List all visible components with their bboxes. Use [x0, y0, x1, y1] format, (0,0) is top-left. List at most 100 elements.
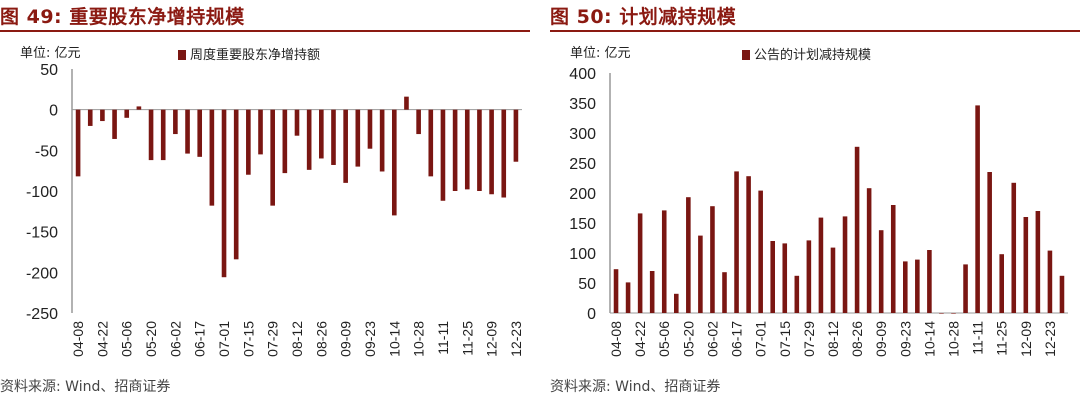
- x-tick-label: 10-14: [386, 321, 402, 357]
- bar: [124, 109, 130, 118]
- bar: [951, 313, 956, 314]
- bar: [661, 210, 667, 313]
- x-tick-label: 05-06: [119, 321, 135, 357]
- bar: [258, 109, 263, 155]
- x-tick-label: 08-12: [825, 321, 841, 357]
- bar: [999, 254, 1005, 313]
- bar: [673, 293, 679, 313]
- bar: [160, 109, 166, 161]
- bar: [197, 109, 203, 157]
- bar: [246, 109, 251, 175]
- legend-swatch-icon: [178, 50, 186, 60]
- chart-legend: 公告的计划减持规模: [742, 44, 871, 63]
- x-tick-label: 08-26: [849, 321, 865, 357]
- bar: [770, 241, 776, 313]
- x-tick-label: 07-01: [753, 321, 769, 357]
- chart-panel-net-holding: 图 49: 重要股东净增持规模 单位: 亿元 周度重要股东净增持额 50 0 -50…: [0, 0, 530, 400]
- y-tick-label: 250: [569, 156, 596, 173]
- y-tick-label: -250: [26, 306, 58, 323]
- bar: [331, 109, 336, 165]
- x-tick-label: 10-28: [946, 321, 962, 357]
- x-tick-label: 08-26: [313, 321, 329, 357]
- bar: [649, 271, 655, 313]
- x-tick-label: 06-02: [704, 321, 720, 357]
- chart-title: 图 49: 重要股东净增持规模: [0, 6, 245, 28]
- bar: [87, 109, 93, 126]
- bar: [367, 109, 373, 149]
- bar: [794, 275, 800, 313]
- x-tick-label: 08-12: [289, 321, 305, 357]
- bar: [806, 240, 812, 313]
- source-note: 资料来源: Wind、招商证券: [0, 379, 171, 395]
- y-tick-label: 0: [49, 103, 58, 120]
- bar: [746, 176, 751, 313]
- legend-swatch-icon: [742, 50, 750, 60]
- y-tick-label: -50: [35, 143, 58, 160]
- chart-title: 图 50: 计划减持规模: [550, 6, 737, 28]
- x-tick-label: 05-20: [143, 321, 159, 357]
- bar: [319, 109, 324, 159]
- bar: [963, 264, 968, 313]
- bar: [939, 313, 944, 314]
- bar: [854, 146, 860, 313]
- x-tick-label: 10-28: [411, 321, 427, 357]
- bar: [343, 109, 348, 183]
- bar: [404, 96, 409, 110]
- x-tick-label: 09-09: [873, 321, 889, 357]
- bar: [513, 109, 519, 162]
- x-tick-label: 11-11: [970, 321, 986, 355]
- bar: [878, 230, 884, 313]
- y-tick-label: 100: [569, 246, 596, 263]
- bar: [452, 109, 458, 191]
- bar: [625, 282, 631, 313]
- bar: [282, 109, 288, 174]
- x-tick-label: 12-23: [1042, 321, 1058, 357]
- bar: [477, 109, 482, 191]
- title-divider: [0, 30, 530, 32]
- bar-chart-planned-reduction: 400 350 300 250 200 150 100 50 0 04-08 04-22 05-06 0…: [569, 66, 1068, 357]
- x-tick-label: 11-11: [435, 321, 451, 355]
- bar: [136, 106, 142, 110]
- bar: [686, 197, 691, 313]
- bar: [1011, 182, 1017, 313]
- legend-label: 公告的计划减持规模: [754, 48, 872, 63]
- y-tick-label: -100: [26, 184, 58, 201]
- source-note: 资料来源: Wind、招商证券: [550, 379, 721, 395]
- bar: [440, 109, 446, 201]
- x-tick-label: 06-17: [729, 321, 745, 357]
- bar-chart-net-holding: 50 0 -50 -100 -150 -200 -250 04-08 04-22 05-06 05-…: [26, 62, 524, 357]
- y-tick-label: 50: [40, 62, 58, 79]
- bar: [100, 109, 105, 122]
- bar: [902, 261, 908, 313]
- x-tick-label: 07-29: [801, 321, 817, 357]
- chart-panel-planned-reduction: 图 50: 计划减持规模 单位: 亿元 公告的计划减持规模 400 350 300 2…: [550, 0, 1080, 400]
- y-tick-label: 400: [569, 66, 596, 83]
- x-tick-label: 09-23: [897, 321, 913, 357]
- bar: [722, 272, 727, 313]
- x-tick-label: 07-15: [240, 321, 256, 357]
- bar: [416, 109, 421, 135]
- x-tick-label: 04-08: [608, 321, 624, 357]
- bar: [866, 188, 872, 313]
- bar: [270, 109, 275, 206]
- x-tick-label: 05-06: [656, 321, 672, 357]
- y-tick-label: -150: [26, 225, 58, 242]
- bar: [698, 235, 703, 313]
- x-tick-label: 05-20: [680, 321, 696, 357]
- y-tick-label: 200: [569, 186, 596, 203]
- y-tick-label: 300: [569, 126, 596, 143]
- bar: [391, 109, 397, 216]
- x-tick-label: 07-15: [777, 321, 793, 357]
- bar: [818, 217, 824, 313]
- bar: [489, 109, 494, 195]
- x-tick-label: 12-23: [508, 321, 524, 357]
- y-tick-label: 150: [569, 216, 596, 233]
- x-tick-label: 09-09: [338, 321, 354, 357]
- x-tick-label: 12-09: [484, 321, 500, 357]
- bar: [501, 109, 507, 198]
- legend-label: 周度重要股东净增持额: [190, 48, 321, 63]
- x-tick-label: 10-14: [921, 321, 937, 357]
- bar: [209, 109, 215, 206]
- bar: [75, 109, 81, 177]
- unit-label: 单位: 亿元: [20, 46, 81, 61]
